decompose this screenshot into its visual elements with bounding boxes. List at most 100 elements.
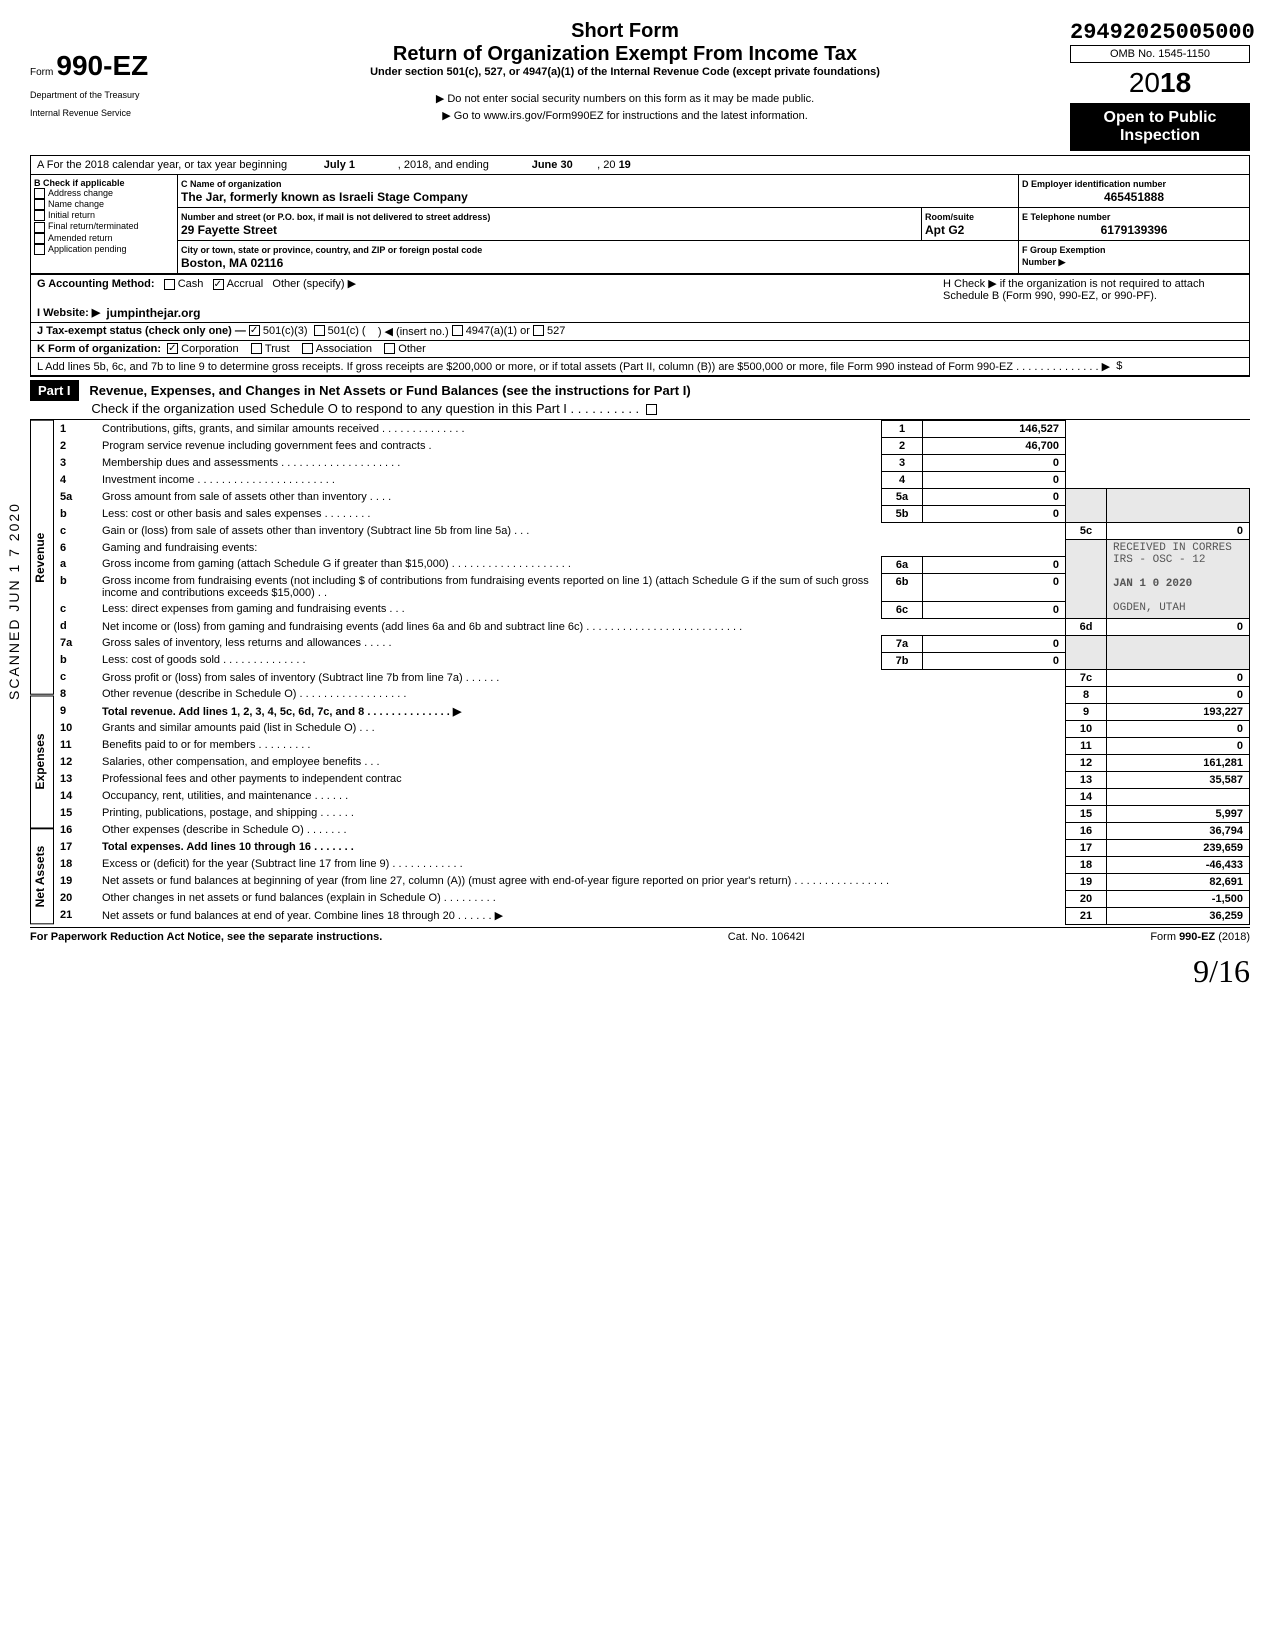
- checkbox-assoc[interactable]: [302, 343, 313, 354]
- room-label: Room/suite: [925, 212, 974, 222]
- website: jumpinthejar.org: [106, 306, 200, 320]
- f-label: F Group Exemption: [1022, 245, 1106, 255]
- tax-year: 2018: [1070, 63, 1250, 103]
- line-11-desc: Benefits paid to or for members . . . . …: [96, 737, 1066, 754]
- d-label: D Employer identification number: [1022, 179, 1166, 189]
- instr-ssn: ▶ Do not enter social security numbers o…: [180, 92, 1070, 105]
- f-label2: Number ▶: [1022, 257, 1065, 267]
- signature: 9/16: [30, 953, 1250, 990]
- b-initial: Initial return: [48, 210, 95, 220]
- line-13-amt: 35,587: [1107, 771, 1250, 788]
- checkbox-initial[interactable]: [34, 210, 45, 221]
- checkbox-name-change[interactable]: [34, 199, 45, 210]
- line-8-amt: 0: [1107, 686, 1250, 703]
- line-7c-amt: 0: [1107, 669, 1250, 686]
- line-21-amt: 36,259: [1107, 907, 1250, 924]
- line-9-desc: Total revenue. Add lines 1, 2, 3, 4, 5c,…: [102, 706, 461, 718]
- line-5a-sub: 5a: [882, 489, 923, 506]
- line-5c-desc: Gain or (loss) from sale of assets other…: [96, 523, 1066, 540]
- dept-irs: Internal Revenue Service: [30, 108, 180, 118]
- line-6d-desc: Net income or (loss) from gaming and fun…: [96, 618, 1066, 635]
- line-19-desc: Net assets or fund balances at beginning…: [96, 873, 1066, 890]
- subtitle: Under section 501(c), 527, or 4947(a)(1)…: [180, 66, 1070, 78]
- j-501c: 501(c) (: [328, 325, 366, 338]
- form-number: 990-EZ: [56, 50, 148, 81]
- street: 29 Fayette Street: [181, 223, 277, 237]
- k-assoc: Association: [316, 343, 372, 355]
- l-amount: $: [1116, 360, 1122, 373]
- line-7b-desc: Less: cost of goods sold . . . . . . . .…: [96, 652, 882, 669]
- b-amended: Amended return: [48, 233, 113, 243]
- line-5b-sub: 5b: [882, 506, 923, 523]
- checkbox-orgother[interactable]: [384, 343, 395, 354]
- line-9-amt: 193,227: [1107, 703, 1250, 720]
- part1-label: Part I: [30, 380, 79, 401]
- j-insert: ) ◀ (insert no.): [378, 325, 449, 338]
- line-5a-subamt: 0: [923, 489, 1066, 506]
- line-7a-desc: Gross sales of inventory, less returns a…: [96, 635, 882, 652]
- line-12-amt: 161,281: [1107, 754, 1250, 771]
- part1-grid: Revenue Expenses Net Assets 1Contributio…: [30, 420, 1250, 925]
- begin-date: July 1: [324, 159, 355, 171]
- line-12-desc: Salaries, other compensation, and employ…: [96, 754, 1066, 771]
- footer-cat: Cat. No. 10642I: [728, 931, 805, 943]
- line-21-desc: Net assets or fund balances at end of ye…: [96, 907, 1066, 924]
- line-7a-subamt: 0: [923, 635, 1066, 652]
- line-7b-sub: 7b: [882, 652, 923, 669]
- line-10-amt: 0: [1107, 720, 1250, 737]
- checkbox-4947[interactable]: [452, 325, 463, 336]
- h-text: H Check ▶ if the organization is not req…: [943, 278, 1205, 302]
- line-6b-sub: 6b: [882, 573, 923, 601]
- b-name: Name change: [48, 199, 104, 209]
- phone: 6179139396: [1022, 223, 1246, 237]
- line-5a-desc: Gross amount from sale of assets other t…: [102, 491, 391, 503]
- c-label: C Name of organization: [181, 179, 282, 189]
- line-6a-sub: 6a: [882, 556, 923, 573]
- checkbox-cash[interactable]: [164, 279, 175, 290]
- line-20-desc: Other changes in net assets or fund bala…: [96, 890, 1066, 907]
- form-prefix: Form: [30, 67, 53, 78]
- checkbox-501c[interactable]: [314, 325, 325, 336]
- scanned-stamp: SCANNED JUN 1 7 2020: [6, 502, 22, 700]
- line-14-desc: Occupancy, rent, utilities, and maintena…: [96, 788, 1066, 805]
- checkbox-corp[interactable]: [167, 343, 178, 354]
- checkbox-address-change[interactable]: [34, 188, 45, 199]
- checkbox-501c3[interactable]: [249, 325, 260, 336]
- line-7a-sub: 7a: [882, 635, 923, 652]
- checkbox-trust[interactable]: [251, 343, 262, 354]
- checkbox-amended[interactable]: [34, 233, 45, 244]
- line-17-amt: 239,659: [1107, 839, 1250, 856]
- g-accrual: Accrual: [227, 278, 264, 290]
- ein: 465451888: [1022, 190, 1246, 204]
- b-label: B Check if applicable: [34, 178, 125, 188]
- line-18-desc: Excess or (deficit) for the year (Subtra…: [96, 856, 1066, 873]
- city-label: City or town, state or province, country…: [181, 245, 482, 255]
- l-text: L Add lines 5b, 6c, and 7b to line 9 to …: [37, 360, 1110, 373]
- line-19-amt: 82,691: [1107, 873, 1250, 890]
- line-16-desc: Other expenses (describe in Schedule O) …: [96, 822, 1066, 839]
- line-15-amt: 5,997: [1107, 805, 1250, 822]
- line-6c-sub: 6c: [882, 601, 923, 618]
- dln: 29492025005000: [1070, 20, 1250, 45]
- org-name: The Jar, formerly known as Israeli Stage…: [181, 190, 468, 204]
- line-5c-amt: 0: [1107, 523, 1250, 540]
- line-13-desc: Professional fees and other payments to …: [96, 771, 1066, 788]
- line-6d-amt: 0: [1107, 618, 1250, 635]
- checkbox-pending[interactable]: [34, 244, 45, 255]
- stamp-received: RECEIVED IN CORRES: [1113, 542, 1232, 554]
- g-other: Other (specify) ▶: [272, 278, 356, 290]
- checkbox-accrual[interactable]: [213, 279, 224, 290]
- part1-header: Part I Revenue, Expenses, and Changes in…: [30, 376, 1250, 420]
- main-title: Return of Organization Exempt From Incom…: [180, 43, 1070, 66]
- line-15-desc: Printing, publications, postage, and shi…: [96, 805, 1066, 822]
- checkbox-final[interactable]: [34, 222, 45, 233]
- g-label: G Accounting Method:: [37, 278, 155, 290]
- checkbox-part1-sched-o[interactable]: [646, 404, 657, 415]
- b-address: Address change: [48, 188, 113, 198]
- checkbox-527[interactable]: [533, 325, 544, 336]
- street-label: Number and street (or P.O. box, if mail …: [181, 212, 490, 222]
- end-year-prefix: , 20: [597, 159, 615, 171]
- line-10-desc: Grants and similar amounts paid (list in…: [96, 720, 1066, 737]
- line-11-amt: 0: [1107, 737, 1250, 754]
- line-6-desc: Gaming and fundraising events:: [96, 540, 1066, 557]
